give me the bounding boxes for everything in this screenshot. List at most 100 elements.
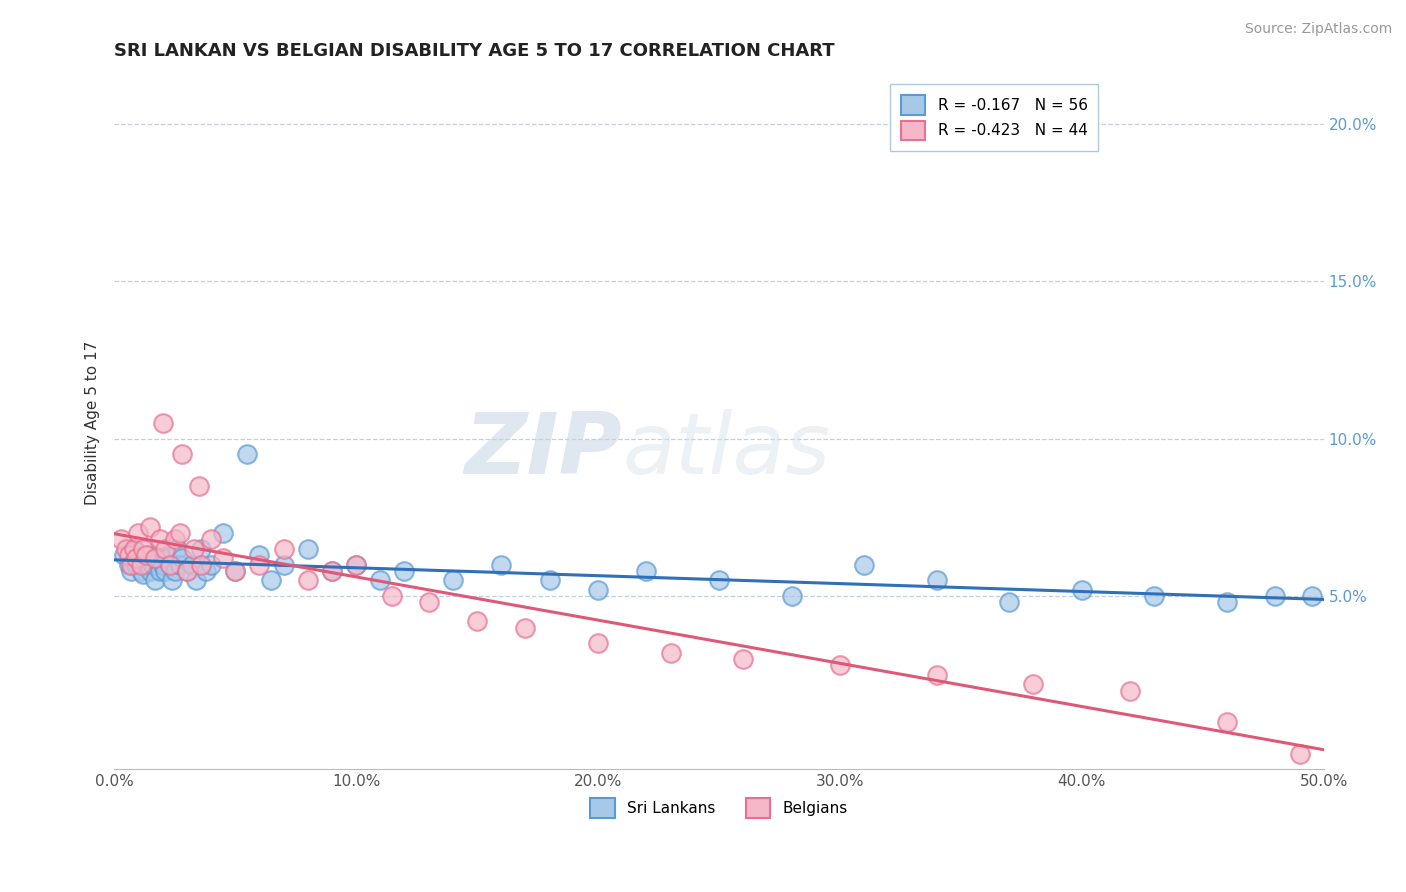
Text: ZIP: ZIP [464,409,623,492]
Point [200,533,222,547]
Point [152,416,174,430]
Point [1070,582,1092,597]
Point [159,558,181,572]
Point [190,541,212,556]
Point [125,551,148,566]
Point [176,564,198,578]
Point [515,621,537,635]
Point [152,558,174,572]
Point [162,574,184,588]
Point [153,564,176,578]
Point [112,548,135,562]
Point [187,479,209,493]
Point [212,551,235,566]
Point [344,558,367,572]
Point [659,646,682,660]
Text: atlas: atlas [623,409,830,492]
Point [273,558,295,572]
Point [186,574,208,588]
Point [142,558,165,572]
Text: Source: ZipAtlas.com: Source: ZipAtlas.com [1244,22,1392,37]
Point [129,558,152,572]
Point [163,533,186,547]
Point [321,564,343,578]
Point [538,574,561,588]
Text: SRI LANKAN VS BELGIAN DISABILITY AGE 5 TO 17 CORRELATION CHART: SRI LANKAN VS BELGIAN DISABILITY AGE 5 T… [114,42,835,60]
Point [381,589,404,603]
Point [132,567,155,582]
Point [146,551,169,566]
Point [394,564,416,578]
Point [441,574,464,588]
Point [118,548,141,562]
Point [636,564,658,578]
Point [925,668,948,682]
Point [321,564,343,578]
Legend: Sri Lankans, Belgians: Sri Lankans, Belgians [583,792,853,824]
Point [169,558,191,572]
Point [170,551,193,566]
Point [853,558,876,572]
Point [224,564,246,578]
Point [153,541,176,556]
Point [135,558,157,572]
Point [143,574,166,588]
Point [247,548,270,562]
Point [465,615,488,629]
Point [120,564,142,578]
Point [1143,589,1166,603]
Point [136,548,159,562]
Point [1022,677,1045,691]
Point [125,558,148,572]
Point [925,574,948,588]
Point [163,564,186,578]
Point [120,558,142,572]
Point [110,533,132,547]
Point [1119,683,1142,698]
Point [195,564,218,578]
Point [200,558,222,572]
Point [132,541,155,556]
Point [260,574,283,588]
Point [143,551,166,566]
Point [118,558,141,572]
Point [149,533,172,547]
Point [1216,714,1239,729]
Point [180,558,202,572]
Point [273,541,295,556]
Point [297,574,319,588]
Point [1301,589,1323,603]
Point [368,574,391,588]
Point [166,541,188,556]
Point [135,548,157,562]
Point [127,551,149,566]
Point [156,551,179,566]
Point [418,595,440,609]
Point [1264,589,1286,603]
Point [1216,595,1239,609]
Point [236,447,259,461]
Y-axis label: Disability Age 5 to 17: Disability Age 5 to 17 [86,341,100,505]
Point [212,526,235,541]
Point [828,658,851,673]
Point [707,574,730,588]
Point [139,564,162,578]
Point [224,564,246,578]
Point [780,589,803,603]
Point [176,564,198,578]
Point [190,558,212,572]
Point [127,526,149,541]
Point [170,447,193,461]
Point [139,520,162,534]
Point [733,652,755,666]
Point [115,541,138,556]
Point [586,582,609,597]
Point [247,558,270,572]
Point [149,564,172,578]
Point [297,541,319,556]
Point [159,558,181,572]
Point [586,636,609,650]
Point [169,526,191,541]
Point [129,564,152,578]
Point [183,541,205,556]
